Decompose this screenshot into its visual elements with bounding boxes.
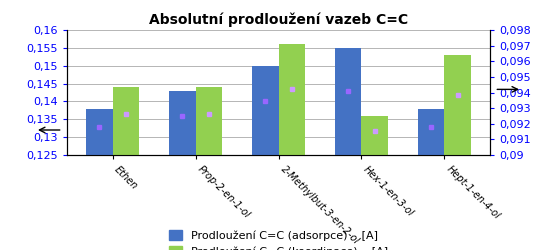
Bar: [252, 66, 278, 155]
Bar: [196, 87, 222, 155]
Bar: [113, 87, 139, 155]
Legend: Prodloužení C=C (adsorpce)    [A], Prodloužení C=C (koordinace)    [A]: Prodloužení C=C (adsorpce) [A], Prodlouž…: [164, 226, 393, 250]
Bar: [418, 108, 444, 155]
Bar: [169, 91, 196, 155]
Title: Absolutní prodloužení vazeb C=C: Absolutní prodloužení vazeb C=C: [149, 13, 408, 28]
Bar: [444, 55, 471, 155]
Bar: [361, 116, 388, 155]
Bar: [278, 44, 305, 155]
Bar: [86, 108, 113, 155]
Bar: [335, 48, 361, 155]
